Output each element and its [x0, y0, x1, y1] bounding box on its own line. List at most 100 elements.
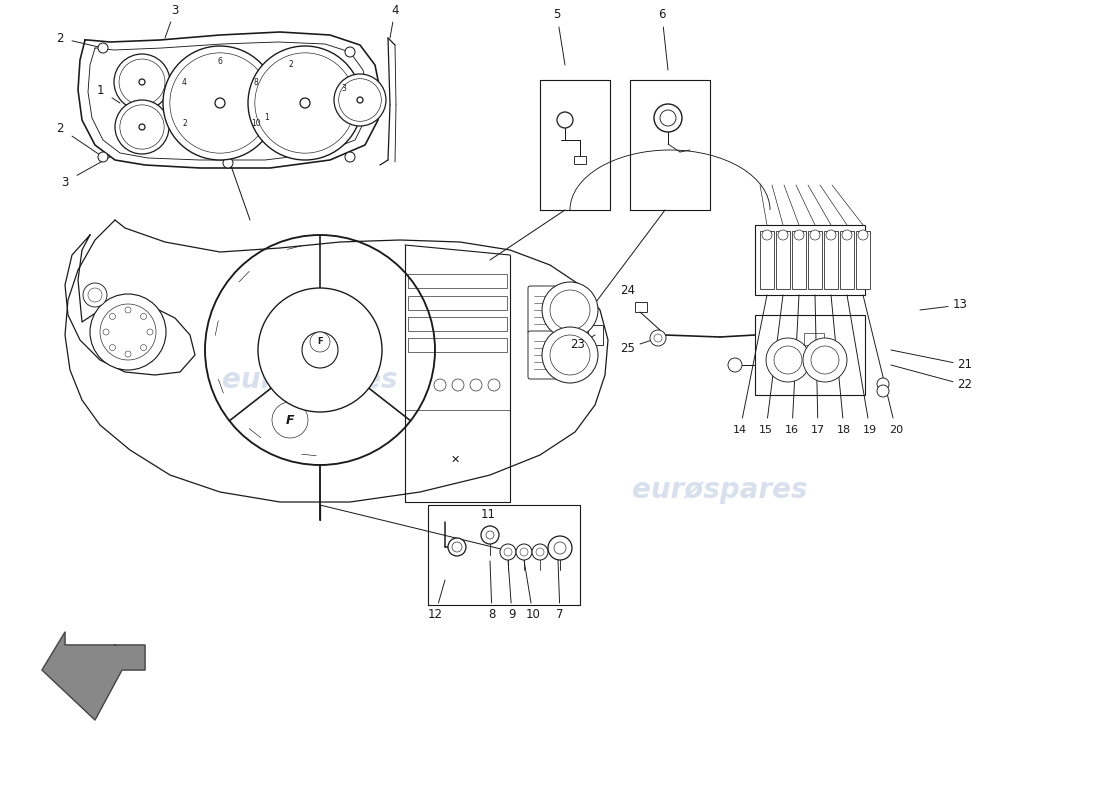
Circle shape — [532, 544, 548, 560]
Text: 15: 15 — [759, 425, 773, 435]
Circle shape — [557, 112, 573, 128]
Text: 10: 10 — [526, 609, 540, 622]
Bar — [588, 325, 603, 345]
Text: F: F — [317, 338, 322, 346]
Circle shape — [339, 78, 382, 122]
Circle shape — [310, 332, 330, 352]
Circle shape — [536, 548, 544, 556]
Text: eurøspares: eurøspares — [222, 366, 398, 394]
Text: 21: 21 — [957, 358, 972, 371]
Text: 18: 18 — [837, 425, 851, 435]
Circle shape — [504, 548, 512, 556]
Text: 16: 16 — [785, 425, 799, 435]
Circle shape — [109, 345, 116, 350]
Circle shape — [554, 542, 566, 554]
Circle shape — [488, 379, 501, 391]
Circle shape — [120, 105, 164, 149]
Text: 11: 11 — [481, 509, 495, 522]
Circle shape — [486, 531, 494, 539]
Circle shape — [452, 542, 462, 552]
Circle shape — [550, 335, 590, 375]
Text: 1: 1 — [97, 83, 103, 97]
Circle shape — [82, 283, 107, 307]
Bar — [755, 225, 865, 295]
Circle shape — [116, 100, 169, 154]
Circle shape — [650, 330, 666, 346]
Text: 24: 24 — [620, 283, 636, 297]
Bar — [776, 231, 790, 289]
Circle shape — [654, 334, 662, 342]
Circle shape — [258, 288, 382, 412]
Text: 8: 8 — [253, 78, 257, 87]
Text: ✕: ✕ — [450, 455, 460, 465]
Circle shape — [470, 379, 482, 391]
Circle shape — [434, 379, 446, 391]
Text: 8: 8 — [488, 609, 496, 622]
Circle shape — [516, 544, 532, 560]
Text: 2: 2 — [183, 119, 187, 128]
Text: 17: 17 — [811, 425, 825, 435]
Circle shape — [141, 314, 146, 319]
Text: 10: 10 — [251, 119, 261, 128]
Circle shape — [98, 152, 108, 162]
Text: 23: 23 — [571, 338, 585, 351]
Circle shape — [345, 47, 355, 57]
Circle shape — [114, 54, 170, 110]
Text: 7: 7 — [557, 609, 563, 622]
Circle shape — [255, 53, 355, 153]
Circle shape — [358, 97, 363, 103]
Bar — [213, 99, 227, 107]
Bar — [574, 156, 586, 164]
Text: F: F — [286, 414, 295, 426]
Circle shape — [125, 307, 131, 313]
FancyBboxPatch shape — [528, 286, 580, 334]
Circle shape — [877, 385, 889, 397]
Circle shape — [139, 124, 145, 130]
Circle shape — [147, 329, 153, 335]
Text: 6: 6 — [218, 58, 222, 66]
Circle shape — [141, 345, 146, 350]
Bar — [804, 333, 824, 345]
Circle shape — [119, 59, 165, 105]
Circle shape — [125, 351, 131, 357]
Text: 20: 20 — [889, 425, 903, 435]
Text: 13: 13 — [953, 298, 967, 311]
Text: eurøspares: eurøspares — [632, 476, 807, 504]
Bar — [408, 274, 507, 288]
Circle shape — [169, 53, 271, 153]
Text: 14: 14 — [733, 425, 747, 435]
Circle shape — [163, 46, 277, 160]
Text: 19: 19 — [862, 425, 877, 435]
Bar — [760, 231, 774, 289]
Circle shape — [654, 104, 682, 132]
Circle shape — [858, 230, 868, 240]
Circle shape — [766, 338, 810, 382]
FancyBboxPatch shape — [528, 331, 580, 379]
Text: 5: 5 — [553, 9, 561, 22]
Circle shape — [877, 378, 889, 390]
Circle shape — [109, 314, 116, 319]
Text: 2: 2 — [56, 122, 64, 134]
Circle shape — [542, 282, 598, 338]
Circle shape — [139, 79, 145, 85]
Text: 2: 2 — [288, 60, 294, 69]
Circle shape — [826, 230, 836, 240]
Circle shape — [103, 329, 109, 335]
Bar — [792, 231, 806, 289]
Text: 3: 3 — [62, 175, 68, 189]
Circle shape — [98, 43, 108, 53]
Polygon shape — [42, 632, 145, 720]
Text: 2: 2 — [56, 31, 64, 45]
Circle shape — [302, 332, 338, 368]
Circle shape — [448, 538, 466, 556]
Bar — [408, 317, 507, 331]
Circle shape — [300, 98, 310, 108]
Text: 6: 6 — [658, 9, 666, 22]
Circle shape — [214, 98, 225, 108]
Circle shape — [778, 230, 788, 240]
Circle shape — [100, 304, 156, 360]
Text: 12: 12 — [428, 609, 442, 622]
Circle shape — [452, 379, 464, 391]
Text: 22: 22 — [957, 378, 972, 391]
Circle shape — [548, 536, 572, 560]
